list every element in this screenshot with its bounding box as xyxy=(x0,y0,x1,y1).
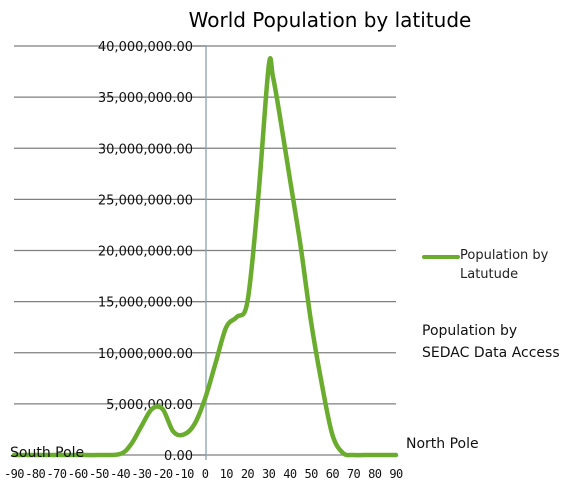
y-tick-label: 35,000,000.00 xyxy=(98,91,193,106)
y-tick-labels: 0.00 5,000,000.00 10,000,000.00 15,000,000.… xyxy=(98,40,193,464)
source-line-1: Population by xyxy=(422,323,518,339)
y-tick-label: 10,000,000.00 xyxy=(98,347,193,362)
x-tick-label: 0 xyxy=(202,467,209,481)
y-tick-label: 15,000,000.00 xyxy=(98,296,193,311)
legend-swatch xyxy=(422,255,460,259)
x-tick-label: 60 xyxy=(326,467,340,481)
x-tick-label: -50 xyxy=(89,467,109,481)
y-tick-label: 20,000,000.00 xyxy=(98,245,193,260)
y-tick-label: 25,000,000.00 xyxy=(98,193,193,208)
source-annotation: Population by SEDAC Data Access xyxy=(422,320,582,364)
x-tick-label: -40 xyxy=(110,467,130,481)
x-tick-label: -60 xyxy=(68,467,88,481)
x-tick-label: 70 xyxy=(347,467,361,481)
y-tick-label: 30,000,000.00 xyxy=(98,142,193,157)
x-tick-label: 40 xyxy=(283,467,297,481)
x-tick-label: 90 xyxy=(389,467,403,481)
x-tick-label: 10 xyxy=(220,467,234,481)
x-tick-label: -20 xyxy=(153,467,173,481)
chart-title: World Population by latitude xyxy=(188,8,472,32)
x-tick-label: -90 xyxy=(4,467,24,481)
x-tick-labels: -90 -80 -70 -60 -50 -40 -30 -20 -10 0 10 20 30 40 50 60… xyxy=(4,467,404,481)
x-tick-label: -70 xyxy=(47,467,67,481)
y-tick-label: 0.00 xyxy=(164,449,193,464)
x-tick-label: -10 xyxy=(174,467,194,481)
x-tick-label: 30 xyxy=(262,467,276,481)
x-tick-label: -80 xyxy=(25,467,45,481)
legend-label: Population by Latutude xyxy=(460,248,549,282)
series-line xyxy=(11,56,399,458)
x-tick-label: 80 xyxy=(368,467,382,481)
north-pole-label: North Pole xyxy=(406,436,479,452)
source-line-2: SEDAC Data Access xyxy=(422,345,560,361)
x-tick-label: 50 xyxy=(304,467,318,481)
series-lines xyxy=(11,56,399,458)
x-tick-label: -30 xyxy=(131,467,151,481)
y-tick-label: 40,000,000.00 xyxy=(98,40,193,55)
x-tick-label: 20 xyxy=(241,467,255,481)
south-pole-label: South Pole xyxy=(10,445,85,461)
y-tick-label: 5,000,000.00 xyxy=(106,398,193,413)
